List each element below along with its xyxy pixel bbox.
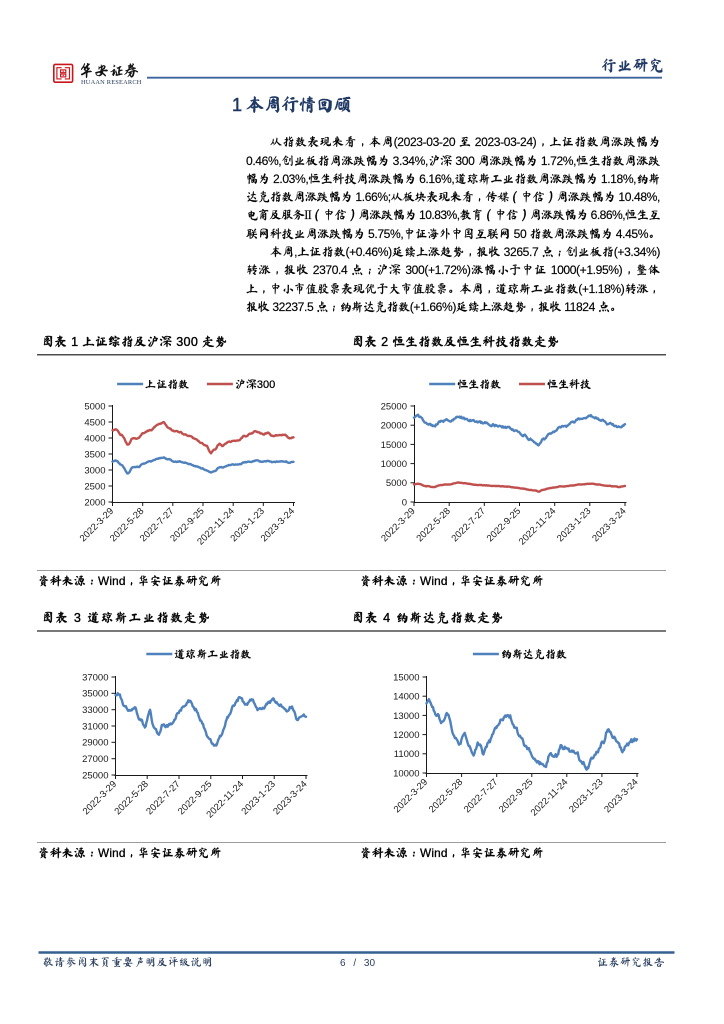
svg-text:35000: 35000 [82,689,108,700]
svg-text:恒生指数: 恒生指数 [457,379,501,391]
svg-text:3000: 3000 [84,465,105,476]
svg-text:纳斯达克指数: 纳斯达克指数 [501,648,567,661]
svg-text:4500: 4500 [84,417,105,428]
svg-text:2022-11-24: 2022-11-24 [517,506,559,548]
svg-text:道琼斯工业指数: 道琼斯工业指数 [174,648,251,661]
svg-text:37000: 37000 [82,672,108,683]
svg-text:10000: 10000 [381,459,407,470]
svg-text:31000: 31000 [82,721,108,732]
svg-text:10000: 10000 [393,768,419,779]
svg-text:25000: 25000 [381,401,407,412]
svg-text:2022-7-27: 2022-7-27 [450,506,488,544]
svg-text:5000: 5000 [84,401,105,412]
svg-text:14000: 14000 [393,692,419,703]
svg-text:4000: 4000 [84,433,105,444]
svg-text:2022-5-28: 2022-5-28 [414,506,452,544]
svg-text:2500: 2500 [84,481,105,492]
svg-text:2022-7-27: 2022-7-27 [462,777,500,815]
svg-text:29000: 29000 [82,738,108,749]
svg-text:5000: 5000 [386,478,407,489]
svg-text:3500: 3500 [84,449,105,460]
svg-text:12000: 12000 [393,730,419,741]
svg-text:2023-3-24: 2023-3-24 [271,779,309,817]
svg-text:2023-3-24: 2023-3-24 [602,777,640,815]
svg-text:25000: 25000 [82,770,108,781]
svg-text:0: 0 [402,497,407,508]
svg-text:2023-3-24: 2023-3-24 [590,506,628,544]
svg-text:27000: 27000 [82,754,108,765]
svg-text:2022-11-24: 2022-11-24 [529,777,571,819]
svg-text:2000: 2000 [84,497,105,508]
svg-text:13000: 13000 [393,711,419,722]
svg-text:2022-3-29: 2022-3-29 [379,506,417,544]
svg-text:2023-1-23: 2023-1-23 [567,777,605,815]
svg-text:11000: 11000 [394,749,420,760]
svg-text:2022-3-29: 2022-3-29 [392,777,430,815]
svg-text:恒生科技: 恒生科技 [547,378,591,391]
svg-text:33000: 33000 [82,705,108,716]
svg-text:2022-5-28: 2022-5-28 [427,777,465,815]
svg-text:20000: 20000 [381,421,407,432]
svg-text:2023-1-23: 2023-1-23 [555,506,593,544]
svg-text:沪深300: 沪深300 [235,379,275,391]
svg-text:15000: 15000 [381,440,407,451]
svg-text:15000: 15000 [393,672,419,683]
svg-text:上证指数: 上证指数 [145,379,189,391]
